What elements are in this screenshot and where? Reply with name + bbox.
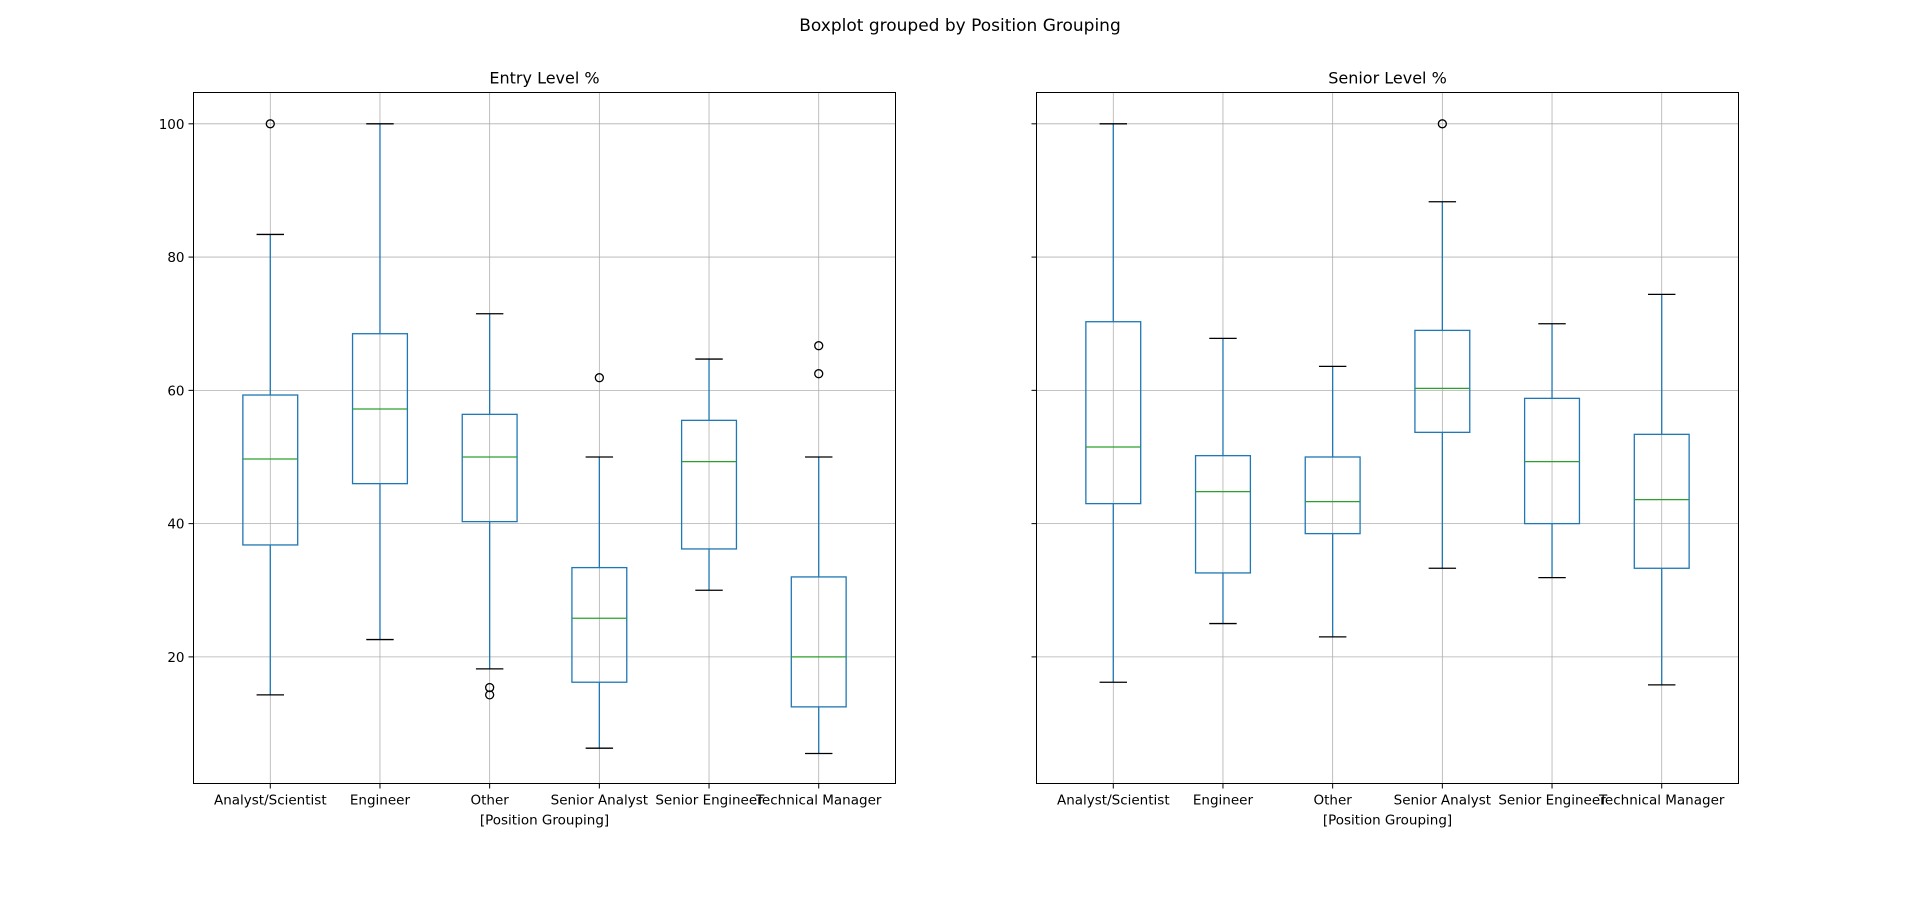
x-tick-label: Senior Engineer [655, 793, 763, 809]
box-engineer [351, 123, 409, 641]
x-tick-label: Other [1313, 793, 1352, 809]
box-other [461, 313, 518, 700]
box-iqr [680, 419, 738, 550]
x-tick-label: Engineer [1193, 793, 1254, 809]
panel-title: Entry Level % [489, 69, 599, 88]
outlier-point [485, 682, 495, 693]
chart-panel-1: 20 40 60 80 100 Analyst/Scientist Engineer Othe… [159, 69, 896, 829]
box-iqr [461, 413, 518, 523]
box-engineer [1194, 337, 1252, 625]
x-tick-label: Analyst/Scientist [214, 793, 327, 809]
y-tick-label: 40 [167, 517, 184, 533]
box-technical-manager [1633, 293, 1690, 686]
box-senior-engineer [680, 358, 738, 591]
outlier-point [594, 373, 604, 383]
box-iqr [1085, 321, 1142, 505]
box-iqr [1523, 397, 1581, 525]
outlier-point [485, 690, 495, 700]
chart-panel-2: Analyst/Scientist Engineer Other Senior Ana… [1031, 69, 1739, 829]
outlier-point [265, 119, 275, 129]
x-tick-label: Technical Manager [1598, 793, 1725, 809]
outlier-point [814, 341, 824, 351]
x-tick-label: Engineer [350, 793, 411, 809]
x-tick-label: Other [470, 793, 509, 809]
x-tick-label: Senior Analyst [1394, 793, 1491, 809]
box-analyst-scientist [242, 119, 299, 696]
y-tick-label: 20 [167, 650, 184, 666]
box-iqr [1633, 433, 1690, 569]
box-iqr [790, 576, 847, 708]
axes-frame [193, 92, 896, 784]
outlier-point [1437, 119, 1447, 129]
outlier-point [814, 369, 824, 379]
x-tick-label: Technical Manager [755, 793, 882, 809]
box-iqr [242, 394, 299, 546]
box-technical-manager [790, 341, 847, 755]
y-tick-label: 100 [159, 117, 185, 133]
axes-frame [1036, 92, 1739, 784]
box-senior-analyst [1414, 119, 1471, 569]
box-analyst-scientist [1085, 123, 1142, 683]
box-iqr [1194, 455, 1252, 574]
box-senior-engineer [1523, 323, 1581, 579]
box-iqr [1304, 456, 1361, 535]
box-senior-analyst [571, 373, 628, 749]
x-tick-label: Senior Engineer [1498, 793, 1606, 809]
x-axis-label: [Position Grouping] [480, 813, 609, 829]
x-tick-label: Analyst/Scientist [1057, 793, 1170, 809]
box-iqr [571, 566, 628, 683]
figure-title: Boxplot grouped by Position Grouping [799, 16, 1121, 36]
x-axis-label: [Position Grouping] [1323, 813, 1452, 829]
y-tick-label: 80 [167, 250, 184, 266]
y-tick-label: 60 [167, 383, 184, 399]
box-other [1304, 365, 1361, 638]
box-iqr [1414, 329, 1471, 433]
x-tick-label: Senior Analyst [551, 793, 648, 809]
panel-title: Senior Level % [1328, 69, 1447, 88]
